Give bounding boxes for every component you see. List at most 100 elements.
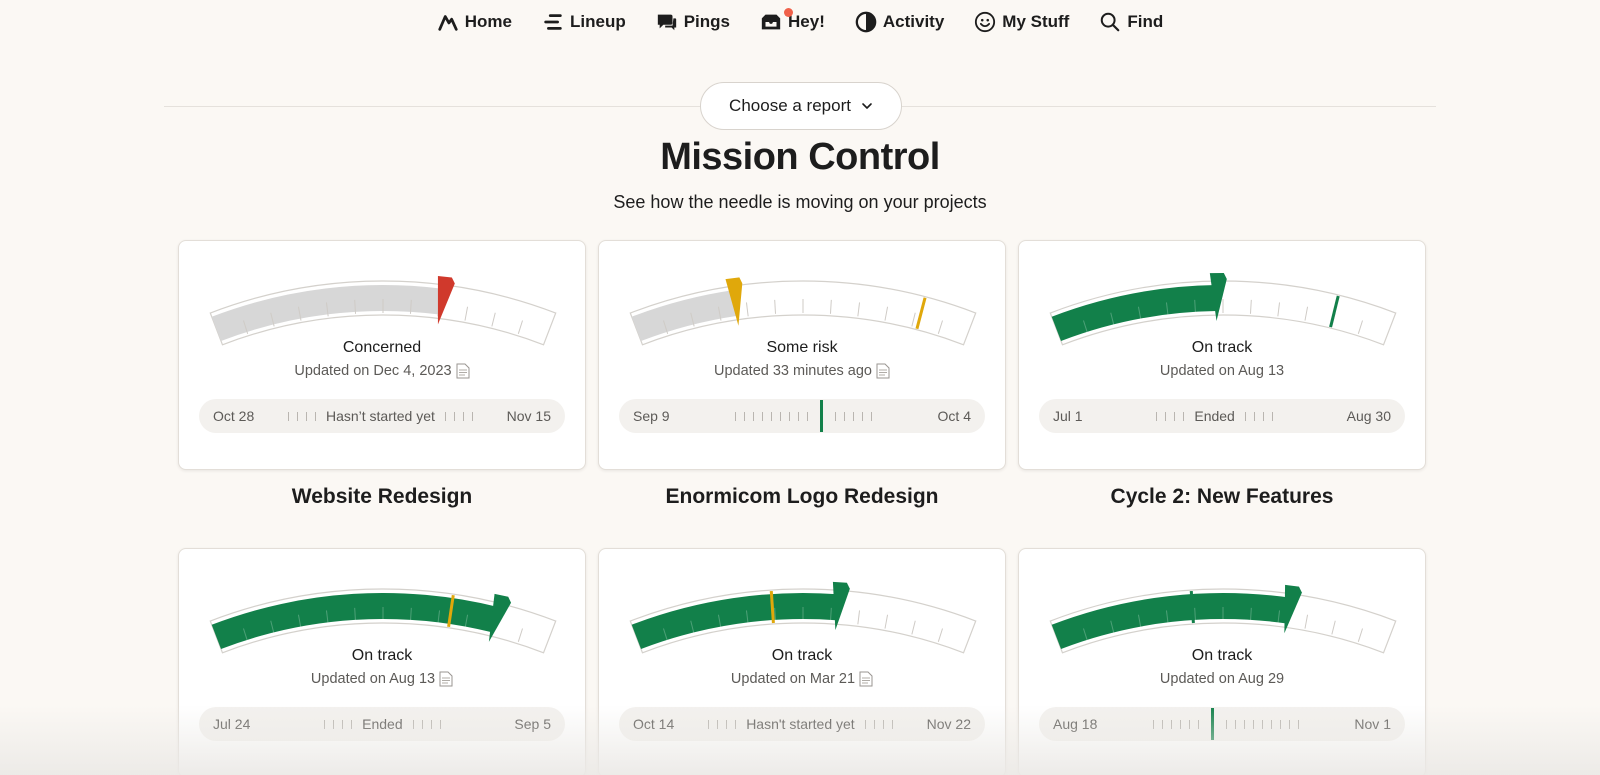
progress-gauge xyxy=(629,277,977,346)
gauge-tick xyxy=(1357,320,1364,334)
progress-gauge xyxy=(629,581,977,654)
nav-pings-label: Pings xyxy=(683,12,731,31)
project-timeline: Aug 18 Nov 1 xyxy=(1039,707,1405,741)
basecamp-logo-icon xyxy=(438,15,458,31)
gauge-marker xyxy=(915,297,927,330)
document-icon[interactable] xyxy=(439,671,453,687)
gauge-tick xyxy=(354,607,357,622)
gauge-tick xyxy=(1331,620,1336,635)
gauge-marker xyxy=(1329,295,1340,328)
project-name[interactable]: Enormicom Logo Redesign xyxy=(665,485,939,508)
document-icon[interactable] xyxy=(456,363,470,379)
nav-my-stuff[interactable]: My Stuff xyxy=(974,11,1069,33)
timeline-end: Nov 15 xyxy=(506,408,551,424)
timeline-end: Nov 1 xyxy=(1354,716,1391,732)
gauge-fill xyxy=(631,593,839,650)
gauge-tick xyxy=(911,312,916,327)
choose-report-dropdown[interactable]: Choose a report xyxy=(700,82,902,130)
gauge-needle xyxy=(1284,584,1302,634)
gauge-tick xyxy=(745,302,749,317)
gauge-tick xyxy=(354,299,357,314)
project-status: On track xyxy=(351,647,413,664)
timeline-start: Sep 9 xyxy=(633,408,670,424)
gauge-tick xyxy=(1304,614,1309,629)
gauge-tick xyxy=(297,614,302,629)
gauge-tick xyxy=(409,607,412,622)
project-timeline: Oct 28 Hasn’t started yet Nov 15 xyxy=(199,399,565,433)
gauge-tick xyxy=(325,302,329,317)
nav-hey-label: Hey! xyxy=(788,12,825,31)
project-card[interactable]: On track Updated on Aug 13 Jul 1 Ended Aug 3… xyxy=(1018,240,1426,470)
gauge-tick xyxy=(1165,302,1169,317)
gauge-tick xyxy=(911,620,916,635)
project-timeline: Oct 14 Hasn't started yet Nov 22 xyxy=(619,707,985,741)
timeline-start: Oct 28 xyxy=(213,408,255,424)
gauge-tick xyxy=(1082,628,1089,642)
gauge-tick xyxy=(1277,610,1281,625)
gauge-tick xyxy=(829,299,832,314)
project-timeline: Jul 1 Ended Aug 30 xyxy=(1039,399,1405,433)
choose-report-label: Choose a report xyxy=(729,96,851,115)
gauge-tick xyxy=(1082,320,1089,334)
project-timeline: Sep 9 Oct 4 xyxy=(619,399,985,433)
timeline-now-marker xyxy=(820,400,824,432)
project-name[interactable]: Website Redesign xyxy=(291,485,473,508)
nav-home-label: Home xyxy=(464,12,512,31)
project-card[interactable]: On track Updated on Aug 13 Jul 24 Ended Sep … xyxy=(178,548,586,775)
gauge-tick xyxy=(517,320,524,334)
timeline-track xyxy=(735,400,873,432)
hey-inbox-icon xyxy=(761,14,781,30)
project-card[interactable]: On track Updated on Mar 21 Oct 14 Hasn't st… xyxy=(598,548,1006,775)
timeline-label: Ended xyxy=(1194,408,1235,424)
gauge-tick xyxy=(1194,299,1197,314)
gauge-needle xyxy=(725,277,743,326)
gauge-tick xyxy=(829,607,832,622)
gauge-tick xyxy=(464,306,469,321)
lineup-icon xyxy=(544,14,562,30)
timeline-label: Hasn't started yet xyxy=(746,716,855,732)
gauge-tick xyxy=(1249,299,1252,314)
timeline-track: Hasn't started yet xyxy=(708,716,893,732)
nav-find[interactable]: Find xyxy=(1099,11,1163,33)
gauge-tick xyxy=(884,614,889,629)
nav-lineup[interactable]: Lineup xyxy=(542,11,626,33)
timeline-track: Ended xyxy=(324,716,441,732)
timeline-track xyxy=(1152,708,1299,740)
nav-hey[interactable]: Hey! xyxy=(760,8,825,33)
timeline-start: Aug 18 xyxy=(1053,716,1098,732)
nav-activity[interactable]: Activity xyxy=(855,11,944,33)
updated-text: Updated on Mar 21 xyxy=(730,671,856,687)
document-icon[interactable] xyxy=(876,363,890,379)
gauge-tick xyxy=(690,620,695,635)
nav-lineup-label: Lineup xyxy=(570,12,626,31)
gauge-marker xyxy=(1189,590,1195,624)
project-card[interactable]: Concerned Updated on Dec 4, 2023 Oct 28 Has… xyxy=(178,240,586,470)
nav-home[interactable]: Home xyxy=(437,11,512,33)
gauge-tick xyxy=(1137,614,1142,629)
project-status: On track xyxy=(1191,647,1253,664)
gauge-tick xyxy=(1357,628,1364,642)
project-card[interactable]: Some risk Updated 33 minutes ago Sep 9 Oct … xyxy=(598,240,1006,470)
gauge-tick xyxy=(717,614,722,629)
progress-gauge xyxy=(209,276,557,346)
page-subtitle: See how the needle is moving on your pro… xyxy=(613,192,987,212)
gauge-tick xyxy=(242,320,249,334)
nav-pings[interactable]: Pings xyxy=(656,11,730,33)
chevron-down-icon xyxy=(862,103,872,109)
document-icon[interactable] xyxy=(859,671,873,687)
gauge-tick xyxy=(1249,607,1252,622)
timeline-label: Hasn’t started yet xyxy=(325,408,435,424)
project-status: Some risk xyxy=(766,339,838,356)
page-title: Mission Control xyxy=(660,136,940,178)
project-card[interactable]: On track Updated on Aug 29 Aug 18 Nov 1 xyxy=(1018,548,1426,775)
timeline-end: Nov 22 xyxy=(926,716,971,732)
gauge-needle xyxy=(437,276,455,325)
gauge-tick xyxy=(1110,312,1115,327)
progress-gauge xyxy=(1049,272,1397,346)
updated-text: Updated on Aug 13 xyxy=(1159,363,1285,379)
project-updated: Updated on Aug 13 xyxy=(179,671,585,687)
gauge-fill xyxy=(211,285,443,342)
project-name[interactable]: Cycle 2: New Features xyxy=(1110,485,1334,508)
top-navigation: Home Lineup Pings Hey! Activity My Stuff… xyxy=(0,0,1600,44)
project-updated: Updated on Mar 21 xyxy=(599,671,1005,687)
